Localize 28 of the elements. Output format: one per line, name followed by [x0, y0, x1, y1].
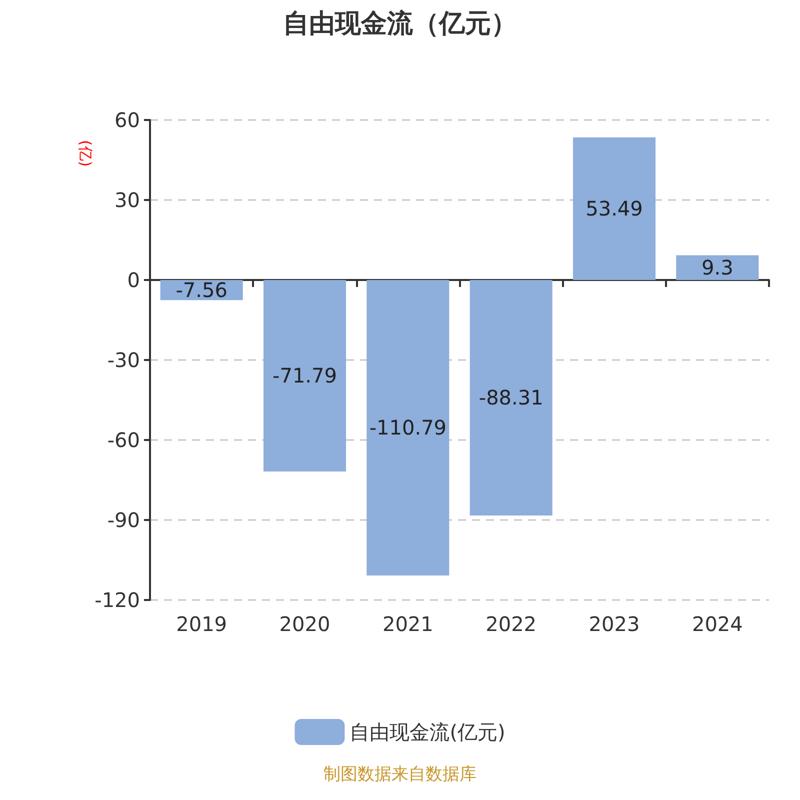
data-label: -110.79 [369, 416, 447, 440]
bar [572, 137, 656, 280]
y-axis-title: (亿) [76, 140, 94, 167]
x-tick-label: 2021 [382, 612, 434, 636]
data-label: -7.56 [176, 278, 228, 302]
data-label: -88.31 [478, 386, 544, 410]
bar [263, 280, 346, 472]
y-tick-label: -120 [94, 588, 140, 612]
x-tick-label: 2024 [692, 612, 743, 636]
legend-label: 自由现金流(亿元) [350, 720, 506, 744]
x-tick-label: 2020 [279, 612, 330, 636]
bar [366, 280, 450, 576]
bar [676, 255, 759, 280]
y-tick-label: 60 [114, 108, 140, 132]
y-tick-label: 0 [127, 268, 140, 292]
data-label: -71.79 [272, 364, 337, 388]
data-label: 9.3 [702, 256, 734, 280]
x-tick-label: 2019 [176, 612, 228, 636]
text: 制图数据来自数据库 [324, 764, 476, 784]
y-tick-label: -90 [107, 508, 140, 532]
y-tick-label: -60 [107, 428, 140, 452]
y-tick-label: -30 [107, 348, 140, 372]
bar [470, 280, 552, 516]
data-label: 53.49 [586, 196, 643, 221]
x-tick-label: 2023 [588, 612, 640, 636]
chart-title: 自由现金流（亿元） [283, 9, 517, 39]
x-tick-label: 2022 [486, 612, 537, 636]
y-tick-label: 30 [114, 188, 140, 212]
